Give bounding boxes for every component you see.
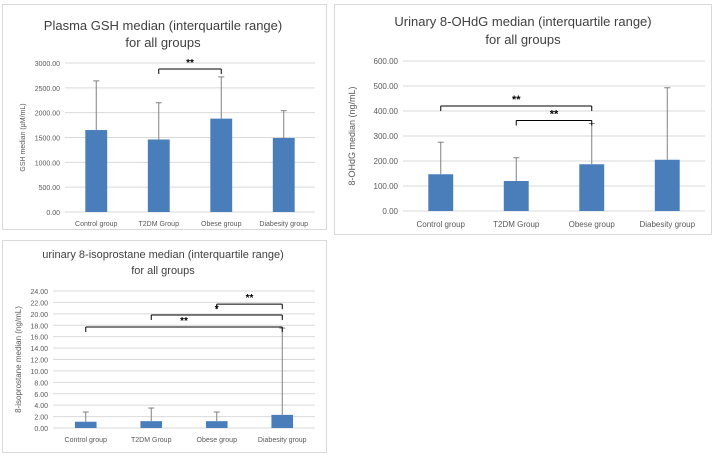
y-tick-label: 500.00 [39,185,61,192]
category-label: Control group [75,221,118,228]
bar [205,421,228,428]
y-tick-label: 22.00 [30,300,48,307]
y-tick-label: 500.00 [374,82,399,91]
y-tick-label: 1500.00 [35,136,60,143]
y-tick-label: 24.00 [30,289,48,296]
y-tick-label: 300.00 [374,132,399,141]
y-tick-label: 1000.00 [35,160,60,167]
isoprostane-chart: urinary 8-isoprostane median (interquart… [14,249,315,444]
category-label: T2DM Group [131,437,172,444]
ohdg-chart-panel: Urinary 8-OHdG median (interquartile ran… [334,4,712,235]
bar [654,159,680,211]
y-axis-label: 8-OHdG median (ng/mL) [347,86,357,185]
y-tick-label: 12.00 [30,358,48,365]
gsh-chart-panel: Plasma GSH median (interquartile range) … [2,4,327,230]
category-label: T2DM Group [493,220,540,229]
category-label: Obese group [197,437,238,444]
y-tick-label: 4.00 [34,403,48,410]
y-tick-label: 0.00 [34,426,48,433]
bar [210,118,233,212]
category-label: Control group [65,437,108,444]
y-tick-label: 200.00 [374,157,399,166]
bar [85,130,108,212]
significance-label: ** [246,293,254,304]
y-tick-label: 8.00 [34,380,48,387]
bar [272,137,295,212]
bar [428,174,454,211]
y-tick-label: 10.00 [30,369,48,376]
significance-label: * [215,304,219,315]
ohdg-chart: Urinary 8-OHdG median (interquartile ran… [347,14,705,229]
y-axis-label: 8-isoprostane median (ng/mL) [14,306,23,413]
y-tick-label: 2000.00 [35,111,60,118]
y-tick-label: 0.00 [382,207,398,216]
category-label: Diabesity group [639,220,695,229]
category-label: Obese group [569,220,616,229]
y-tick-label: 400.00 [374,107,399,116]
bar [271,414,294,428]
gsh-chart: Plasma GSH median (interquartile range) … [20,18,315,228]
chart-title: Plasma GSH median (interquartile range) [44,18,282,33]
bar [503,181,529,211]
y-tick-label: 20.00 [30,312,48,319]
chart-subtitle: for all groups [131,265,195,277]
y-tick-label: 14.00 [30,346,48,353]
category-label: T2DM Group [139,221,180,228]
bar [147,139,170,212]
category-label: Control group [417,220,466,229]
chart-title: Urinary 8-OHdG median (interquartile ran… [394,14,651,29]
y-tick-label: 600.00 [374,57,399,66]
category-label: Diabesity group [259,221,308,228]
significance-label: ** [186,58,194,69]
y-tick-label: 18.00 [30,323,48,330]
significance-label: ** [512,94,521,106]
y-tick-label: 6.00 [34,392,48,399]
chart-subtitle: for all groups [125,35,201,50]
y-tick-label: 3000.00 [35,61,60,68]
y-tick-label: 16.00 [30,335,48,342]
bar [579,164,605,211]
chart-subtitle: for all groups [485,32,561,47]
significance-label: ** [550,109,559,121]
bar [140,421,163,428]
y-tick-label: 2.00 [34,415,48,422]
chart-title: urinary 8-isoprostane median (interquart… [42,249,284,261]
bar [74,421,97,428]
category-label: Diabesity group [258,437,307,444]
isoprostane-chart-panel: urinary 8-isoprostane median (interquart… [2,240,327,453]
category-label: Obese group [201,221,242,228]
y-axis-label: GSH median (µM/mL) [20,103,27,171]
significance-label: ** [180,316,188,327]
y-tick-label: 2500.00 [35,86,60,93]
y-tick-label: 100.00 [374,182,399,191]
y-tick-label: 0.00 [46,210,60,217]
